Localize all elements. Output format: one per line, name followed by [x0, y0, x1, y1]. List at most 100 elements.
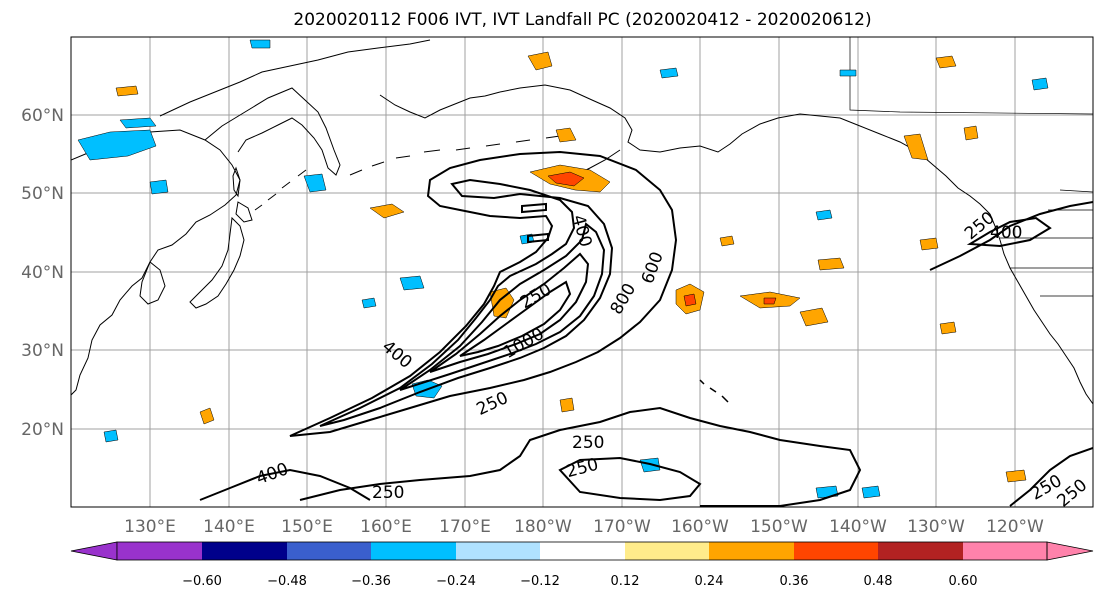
lon-label: 130°E	[124, 517, 176, 537]
korea	[139, 261, 166, 305]
colorbar-extend-low	[70, 541, 118, 561]
colorbar-tick-label: 0.12	[611, 574, 640, 589]
lon-label: 160°W	[671, 517, 729, 537]
ivt-contour-250-west	[199, 468, 371, 501]
hawaii	[699, 379, 729, 403]
lon-label: 140°E	[203, 517, 255, 537]
ivt-contour-250-interior	[558, 456, 702, 502]
pc-negative-patch	[861, 485, 881, 499]
colorbar-box	[794, 542, 878, 560]
pc-positive-core	[763, 297, 777, 305]
ivt-contour-800	[429, 252, 590, 373]
pc-positive-core	[547, 171, 585, 187]
sakhalin	[232, 166, 241, 198]
lat-label: 30°N	[21, 341, 64, 361]
colorbar-box	[202, 542, 287, 560]
siberia-coast	[159, 39, 431, 117]
map-title: 2020020112 F006 IVT, IVT Landfall PC (20…	[293, 10, 872, 30]
pc-negative-patch	[77, 129, 157, 161]
lon-label: 130°W	[907, 517, 965, 537]
pc-positive-patch	[1005, 469, 1027, 483]
map-frame	[70, 36, 1094, 508]
pc-negative-patch	[839, 69, 857, 77]
colorbar-tick-label: 0.60	[949, 574, 978, 589]
pc-negative-patch	[249, 39, 271, 49]
pc-positive-patch	[939, 321, 957, 335]
pc-negative-patch	[815, 209, 833, 221]
pc-positive-patch	[527, 51, 553, 71]
colorbar-box	[371, 542, 456, 560]
pc-positive-patch	[555, 127, 577, 143]
colorbar-tick-label: −0.36	[351, 574, 391, 589]
lat-label: 20°N	[21, 420, 64, 440]
contour-label: 250	[572, 433, 604, 453]
colorbar-tick-label: 0.36	[780, 574, 809, 589]
state-lines	[1000, 189, 1093, 297]
colorbar-boxes	[117, 542, 1047, 560]
pc-positive-patch	[963, 125, 979, 141]
pc-negative-patch	[659, 67, 679, 79]
chukotka-coast	[379, 91, 501, 119]
pc-positive-patch	[919, 237, 939, 251]
colorbar-tick-label: 0.48	[864, 574, 893, 589]
lon-label: 180°W	[514, 517, 572, 537]
ivt-contour-400	[319, 178, 614, 427]
lon-label: 150°E	[281, 517, 333, 537]
ivt-contour-1000	[459, 280, 572, 357]
pc-negative-patch	[103, 429, 119, 443]
colorbar-tick-label: −0.60	[182, 574, 222, 589]
pc-positive-patch	[369, 203, 405, 219]
ivt-contour-250-east	[1009, 447, 1093, 507]
colorbar-tick-label: 0.24	[695, 574, 724, 589]
ivt-contour-small	[521, 202, 547, 214]
pc-negative-patch	[1031, 77, 1049, 91]
pc-positive-core	[683, 293, 697, 307]
colorbar-box	[287, 542, 371, 560]
na-west-coast	[989, 213, 1093, 405]
ivt-contour-250-coast	[929, 201, 1093, 271]
lat-label: 50°N	[21, 184, 64, 204]
lon-label: 140°W	[829, 517, 887, 537]
pc-positive-patch	[903, 133, 929, 161]
pc-positive-patch	[817, 257, 845, 271]
lon-label: 160°E	[360, 517, 412, 537]
coastlines	[71, 37, 1093, 405]
longitude-labels: 130°E 140°E 150°E 160°E 170°E 180°W 170°…	[124, 517, 1044, 537]
pc-negative-patch	[815, 485, 839, 499]
colorbar-box	[456, 542, 540, 560]
colorbar-extend-high	[1046, 541, 1094, 561]
pc-negative-patch	[361, 297, 377, 309]
ivt-contour-250	[289, 150, 678, 437]
ivt-contours	[199, 150, 1093, 507]
pc-shading	[77, 39, 1049, 499]
colorbar-box	[117, 542, 202, 560]
pc-positive-patch	[719, 235, 735, 247]
lon-label: 150°W	[750, 517, 808, 537]
ivt-contour-250-south	[299, 406, 862, 507]
ivt-contour-400-coast	[966, 216, 1052, 248]
lon-label: 170°E	[439, 517, 491, 537]
aleutian-islands	[349, 135, 561, 176]
kamchatka-coast	[204, 87, 341, 176]
pc-negative-patch	[119, 117, 157, 129]
pc-positive-patch	[935, 55, 957, 69]
colorbar-tick-label: −0.24	[436, 574, 476, 589]
ivt-contour-600	[399, 222, 606, 391]
japan	[189, 216, 245, 309]
hokkaido	[235, 201, 253, 223]
colorbar-box	[625, 542, 709, 560]
pc-negative-patch	[399, 275, 425, 291]
asia-coast	[71, 129, 241, 396]
kuril-islands	[254, 169, 307, 211]
pc-positive-patch	[115, 85, 139, 97]
contour-label: 250	[372, 483, 404, 503]
colorbar-box	[878, 542, 963, 560]
colorbar-box	[709, 542, 794, 560]
pc-negative-patch	[149, 179, 169, 195]
colorbar-tick-label: −0.12	[520, 574, 560, 589]
colorbar-tick-label: −0.48	[267, 574, 307, 589]
lon-label: 170°W	[593, 517, 651, 537]
colorbar-box	[963, 542, 1047, 560]
lat-label: 60°N	[21, 106, 64, 126]
